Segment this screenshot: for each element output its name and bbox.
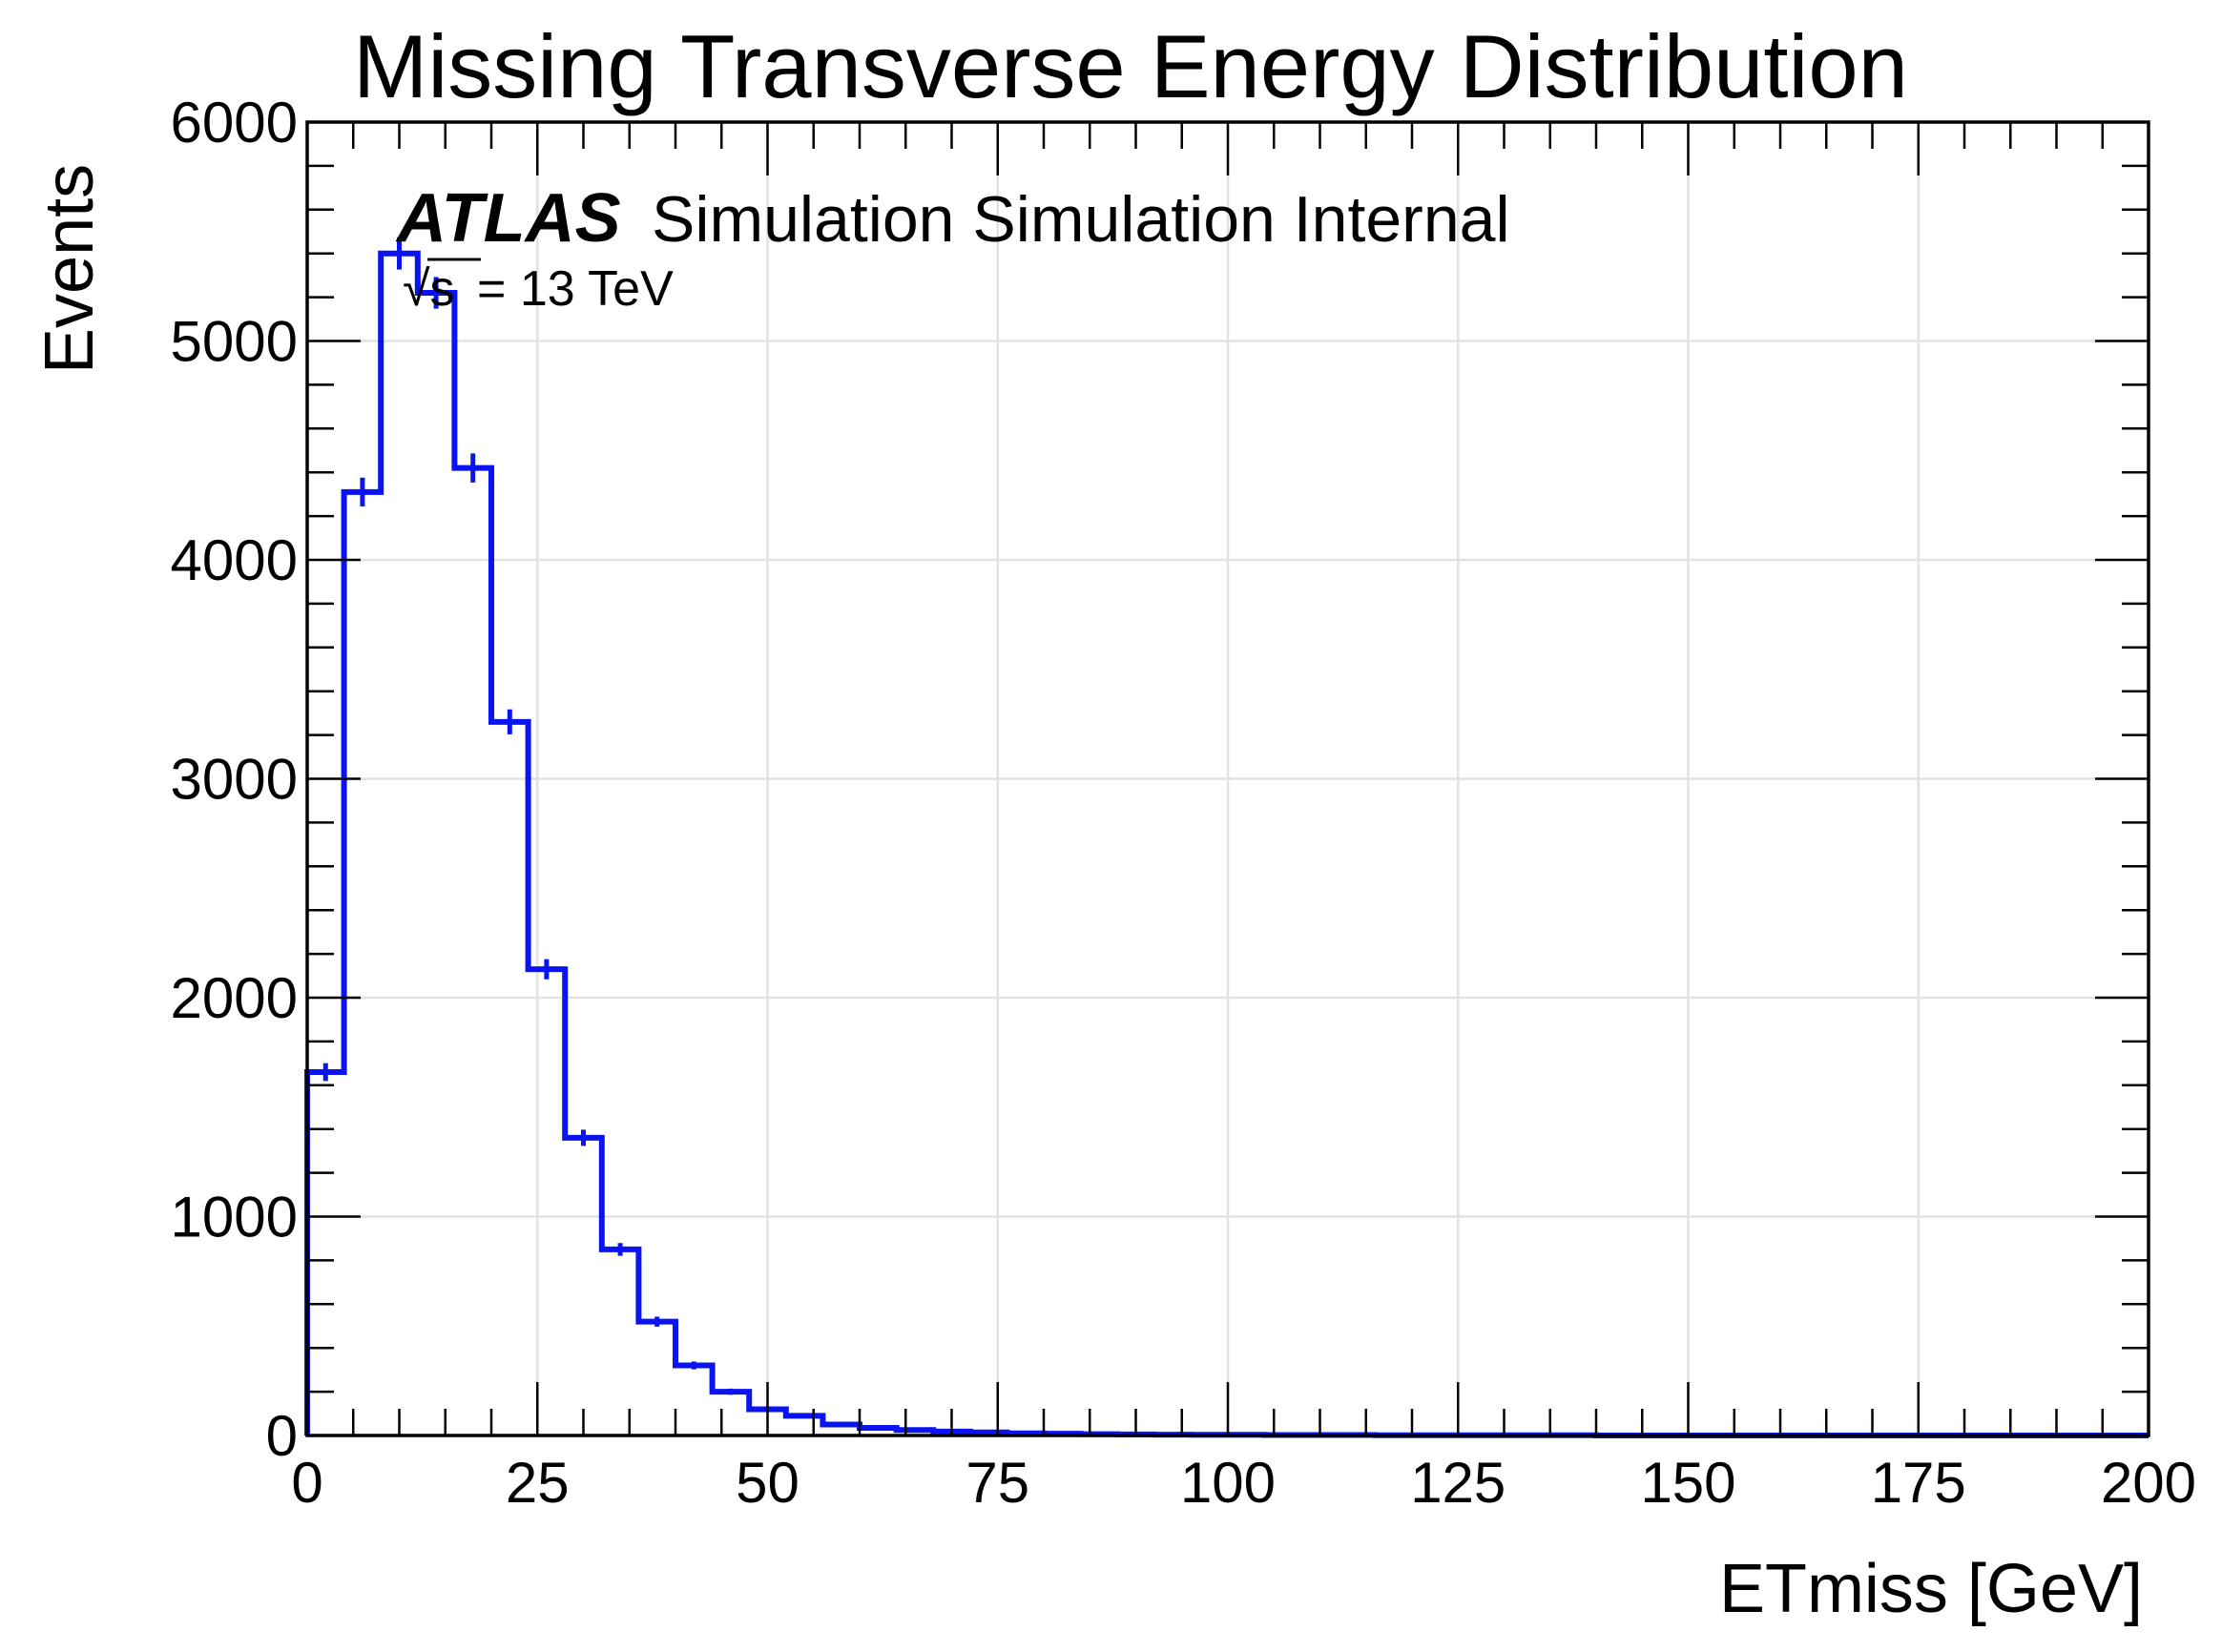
atlas-label: ATLAS (395, 180, 621, 257)
x-tick-label: 25 (506, 1451, 570, 1515)
x-tick-label: 0 (291, 1451, 322, 1515)
axis-ticks (305, 120, 2150, 1437)
x-axis-label: ETmiss [GeV] (1719, 1551, 2143, 1627)
grid-lines (307, 122, 2149, 1435)
x-tick-labels: 0 25 50 75 100 125 150 175 200 (291, 1451, 2196, 1515)
x-tick-label: 125 (1410, 1451, 1506, 1515)
x-tick-label: 75 (966, 1451, 1029, 1515)
simulation-label: Simulation Simulation Internal (652, 183, 1510, 256)
y-tick-label: 4000 (171, 528, 298, 592)
x-tick-label: 100 (1180, 1451, 1276, 1515)
y-tick-label: 1000 (171, 1186, 298, 1249)
x-tick-label: 150 (1640, 1451, 1735, 1515)
y-tick-labels: 0 1000 2000 3000 4000 5000 6000 (171, 91, 298, 1468)
sqrt-s-symbol: √s (403, 261, 455, 317)
y-tick-label: 3000 (171, 748, 298, 812)
energy-label: = 13 TeV (477, 261, 674, 317)
y-tick-label: 5000 (171, 310, 298, 374)
y-axis-label: Events (31, 164, 108, 374)
x-tick-label: 175 (1871, 1451, 1966, 1515)
y-tick-label: 2000 (171, 966, 298, 1030)
x-tick-label: 200 (2101, 1451, 2196, 1515)
chart-title: Missing Transverse Energy Distribution (353, 16, 1908, 116)
x-tick-label: 50 (736, 1451, 800, 1515)
y-tick-label: 0 (266, 1404, 298, 1468)
y-tick-label: 6000 (171, 91, 298, 155)
